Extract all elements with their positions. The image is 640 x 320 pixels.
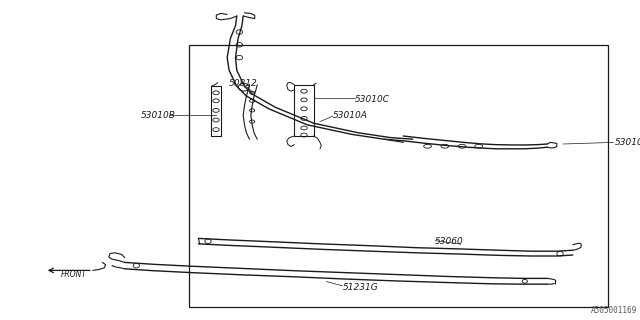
Text: A505001169: A505001169: [591, 306, 637, 315]
Text: 53010C: 53010C: [355, 95, 390, 104]
Text: 50812: 50812: [229, 79, 258, 88]
Text: 53010B: 53010B: [141, 111, 175, 120]
Text: 51231G: 51231G: [342, 283, 378, 292]
Text: 53010: 53010: [614, 138, 640, 147]
Text: 53010A: 53010A: [333, 111, 367, 120]
Text: 53060: 53060: [435, 237, 464, 246]
Bar: [189, 45, 608, 307]
Text: FRONT: FRONT: [61, 270, 87, 279]
